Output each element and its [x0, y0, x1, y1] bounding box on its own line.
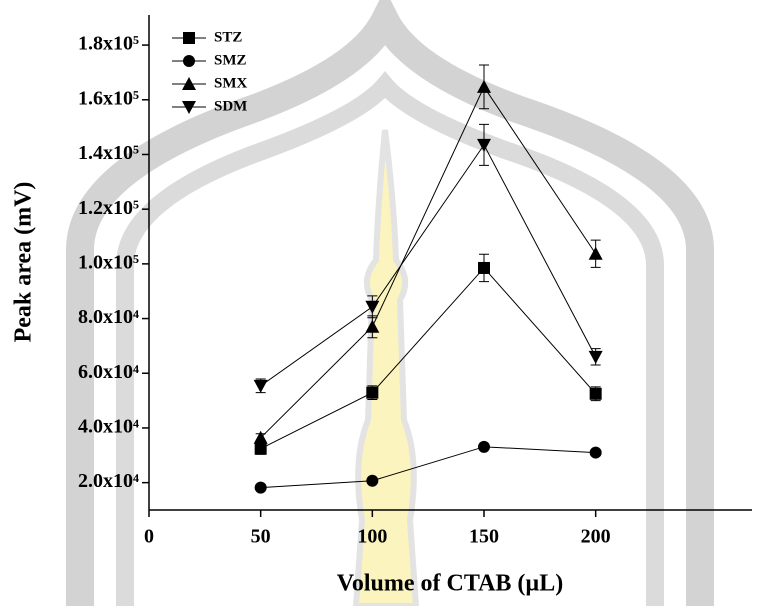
- legend-label: SDM: [214, 98, 247, 114]
- x-tick-label: 50: [251, 526, 271, 548]
- y-tick-label: 1.6x10⁵: [78, 87, 139, 109]
- marker: [590, 388, 602, 400]
- marker: [590, 447, 602, 459]
- y-tick-label: 6.0x10⁴: [78, 361, 139, 383]
- x-tick-label: 0: [144, 526, 154, 548]
- y-tick-label: 8.0x10⁴: [78, 306, 139, 328]
- marker: [255, 443, 267, 455]
- legend-label: STZ: [214, 29, 242, 45]
- marker: [255, 482, 267, 494]
- x-axis-title: Volume of CTAB (µL): [337, 571, 564, 597]
- watermark: [80, 20, 700, 606]
- chart: Volume of CTAB (µL) Peak area (mV) 0 50 10…: [0, 0, 758, 606]
- y-tick-label: 1.4x10⁵: [78, 142, 139, 164]
- series-line: [261, 145, 596, 386]
- y-tick-label: 2.0x10⁴: [78, 470, 139, 492]
- marker: [478, 262, 490, 274]
- y-tick-label: 1.8x10⁵: [78, 33, 139, 55]
- x-tick-label: 200: [581, 526, 611, 548]
- y-tick-label: 4.0x10⁴: [78, 416, 139, 438]
- legend-label: SMX: [214, 75, 248, 91]
- y-tick-label: 1.0x10⁵: [78, 251, 139, 273]
- y-tick-label: 1.2x10⁵: [78, 197, 139, 219]
- series-line: [261, 447, 596, 488]
- legend-label: SMZ: [214, 52, 247, 68]
- legend-marker: [183, 32, 195, 44]
- x-tick-label: 150: [469, 526, 499, 548]
- marker: [366, 387, 378, 399]
- legend-marker: [183, 55, 195, 67]
- marker: [589, 247, 603, 260]
- x-tick-label: 100: [357, 526, 387, 548]
- series-line: [261, 268, 596, 449]
- marker: [366, 475, 378, 487]
- marker: [589, 351, 603, 364]
- marker: [254, 380, 268, 393]
- marker: [478, 441, 490, 453]
- y-axis-title: Peak area (mV): [11, 182, 37, 343]
